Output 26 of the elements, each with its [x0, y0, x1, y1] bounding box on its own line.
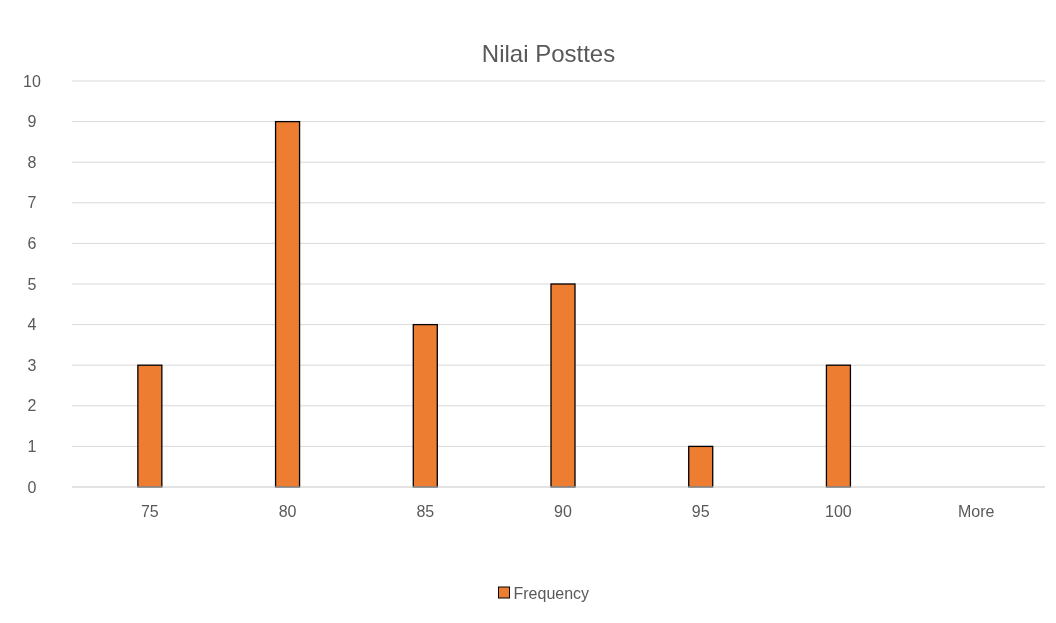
x-tick-label: 80	[278, 503, 297, 520]
y-tick-label: 2	[27, 397, 37, 415]
bar	[825, 364, 852, 488]
x-tick-label: 100	[825, 503, 852, 520]
y-tick-label: 6	[27, 235, 37, 252]
y-tick-label: 4	[27, 316, 37, 334]
bar	[137, 364, 163, 488]
y-tick-label: 5	[27, 275, 37, 293]
y-tick-label: 7	[27, 194, 37, 212]
legend-label: Frequency	[513, 584, 590, 602]
x-tick-label: 95	[691, 503, 710, 520]
x-tick-label: 75	[140, 503, 159, 520]
y-tick-label: 10	[23, 72, 41, 90]
y-tick-label: 9	[27, 113, 37, 131]
y-tick-label: 8	[27, 153, 37, 171]
y-tick-label: 0	[27, 478, 37, 496]
y-tick-label: 1	[27, 438, 37, 455]
x-tick-label: 90	[554, 503, 572, 520]
y-tick-label: 3	[27, 356, 37, 374]
bar	[688, 445, 714, 488]
x-tick-label: More	[957, 503, 995, 520]
x-tick-label: 85	[416, 503, 435, 520]
bar	[274, 120, 301, 488]
bar	[412, 323, 438, 488]
chart-title: Nilai Posttes	[481, 40, 616, 67]
bar	[550, 283, 576, 488]
